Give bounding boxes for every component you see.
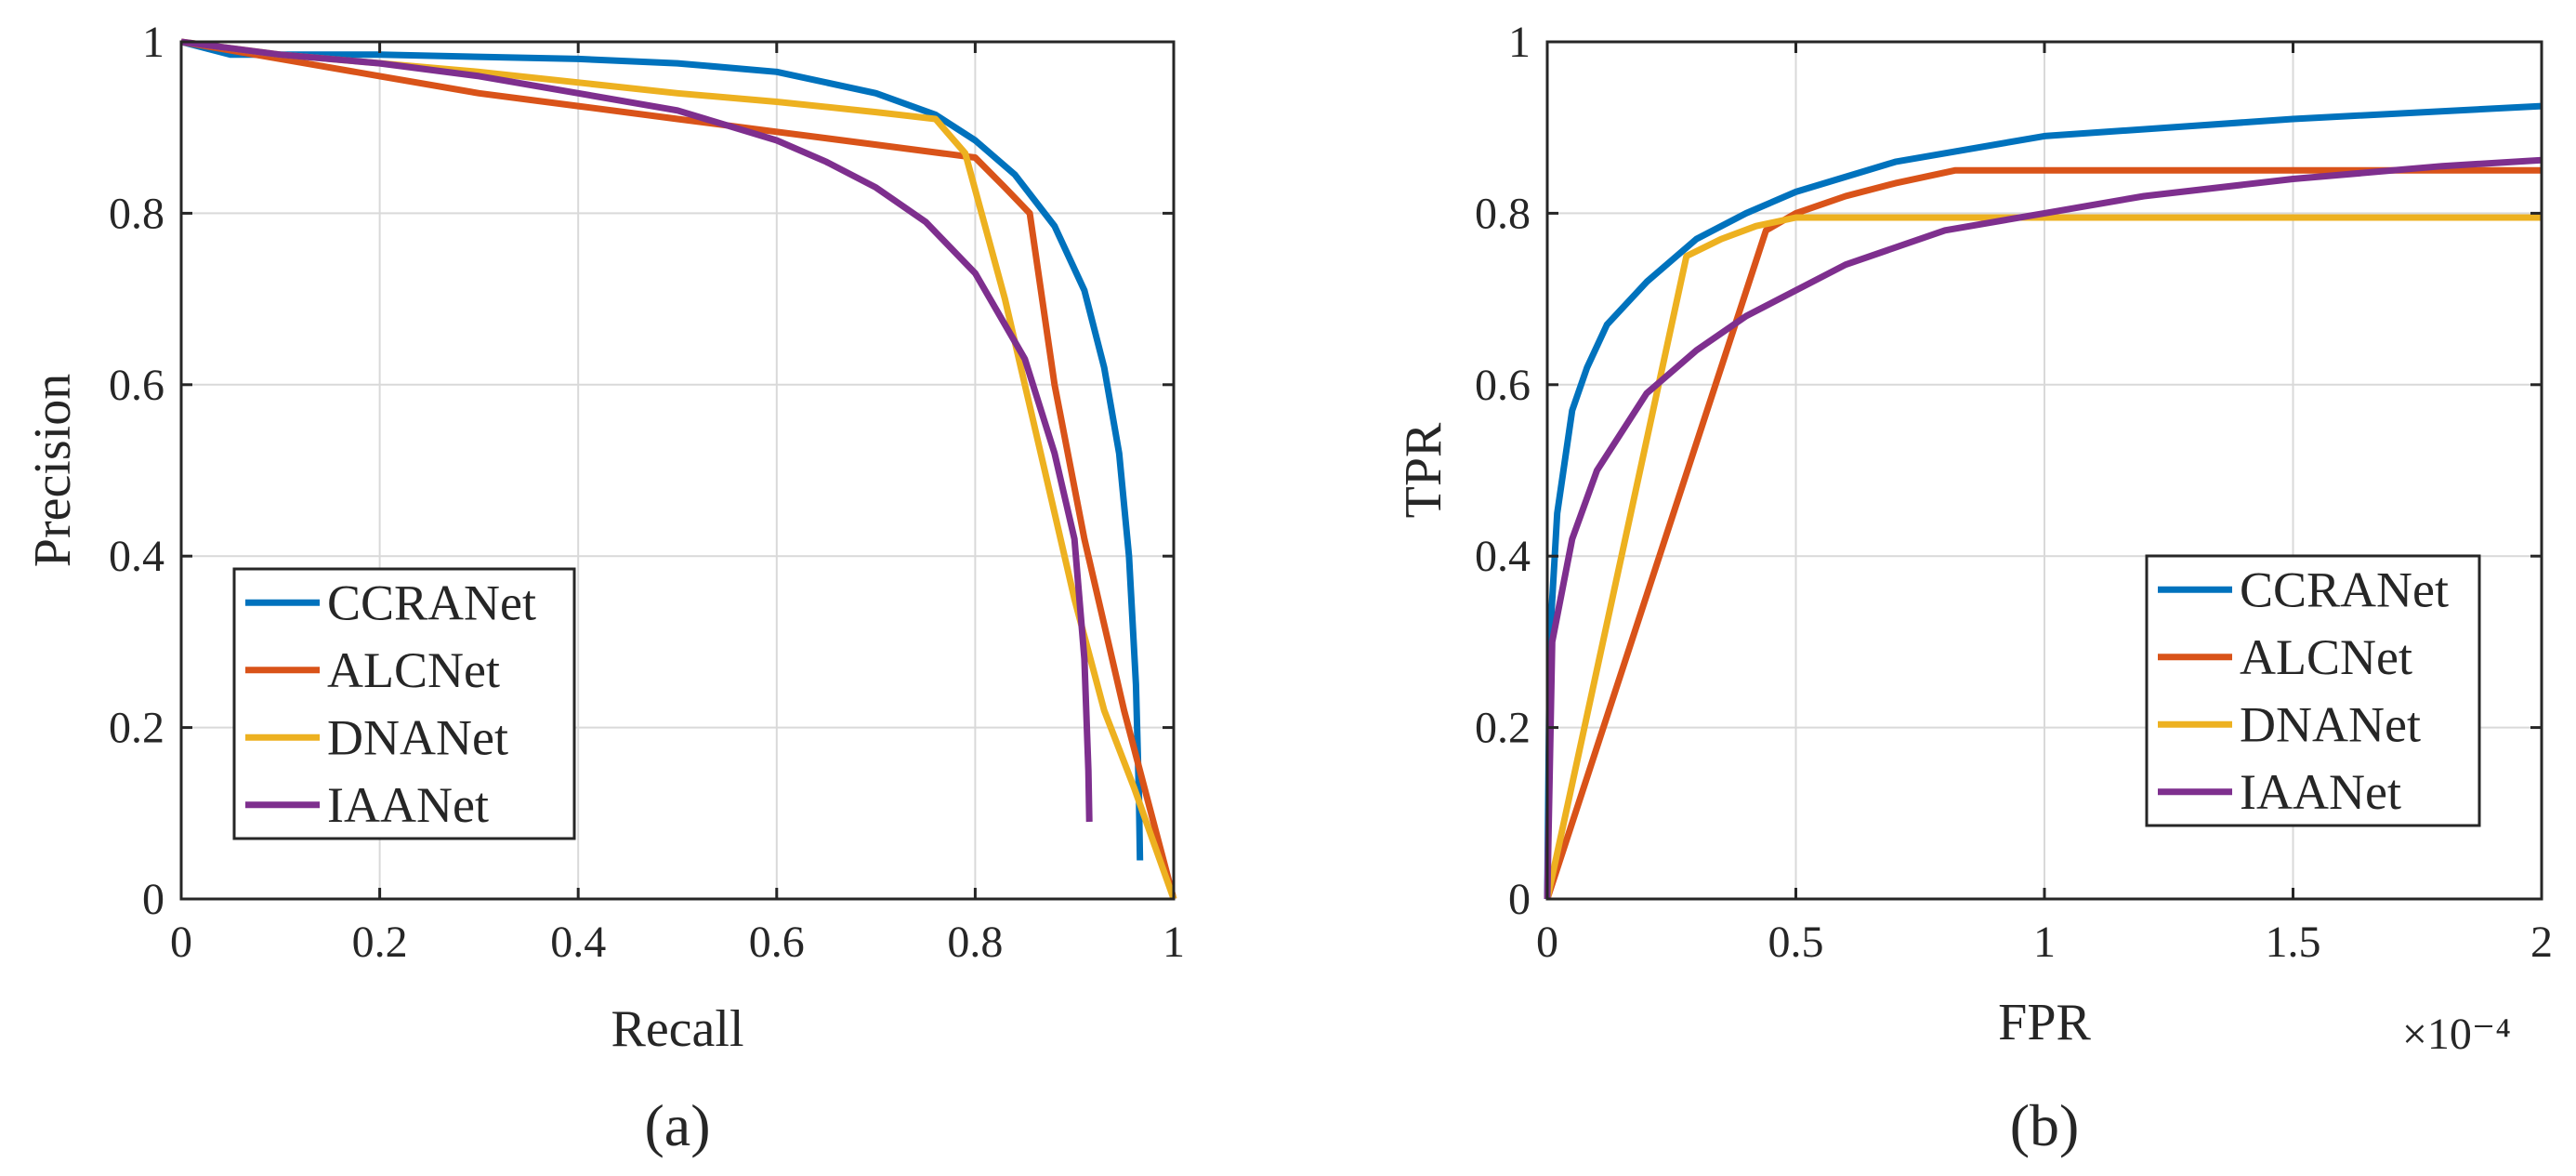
legend-label-dnanet: DNANet <box>327 709 508 765</box>
panel-label: (b) <box>2010 1092 2080 1158</box>
y-tick-label: 0 <box>142 875 164 924</box>
legend-label-iaanet: IAANet <box>2240 764 2401 820</box>
series-line-dnanet <box>1544 214 2542 900</box>
series-line-ccranet <box>1544 102 2543 900</box>
legend: CCRANet ALCNet DNANet IAANet <box>2145 554 2481 827</box>
y-tick-label: 0.2 <box>109 704 164 753</box>
y-tick-label: 0.4 <box>1475 532 1531 581</box>
x-tick-label: 1.5 <box>2266 918 2321 967</box>
legend-label-dnanet: DNANet <box>2240 696 2421 752</box>
x-tick-label: 2 <box>2530 918 2553 967</box>
series-line-alcnet <box>180 38 1177 900</box>
panel-b-plot: 0 0.5 1 1.5 2 0 0.2 0.4 0.6 0.8 1 FPR TPR ×10⁻⁴ (b) CCR… <box>1395 18 2553 1158</box>
x-tick-label: 0.8 <box>947 918 1003 967</box>
x-axis-label: FPR <box>1998 994 2091 1051</box>
legend: CCRANet ALCNet DNANet IAANet <box>232 567 576 840</box>
legend-box <box>2145 554 2481 827</box>
x-tick-label: 1 <box>1163 918 1185 967</box>
y-tick-label: 0.2 <box>1475 704 1531 753</box>
y-tick-label: 1 <box>1508 18 1531 67</box>
x-tick-label: 0 <box>1536 918 1558 967</box>
panel-a-plot: 0 0.2 0.4 0.6 0.8 1 0 0.2 0.4 0.6 0.8 1 Recall Precis… <box>24 18 1185 1158</box>
y-tick-label: 0 <box>1508 875 1531 924</box>
x-tick-label: 0 <box>170 918 192 967</box>
legend-box <box>232 567 576 840</box>
legend-label-ccranet: CCRANet <box>327 575 536 630</box>
axes-frame <box>179 40 1176 901</box>
y-tick-label: 0.8 <box>1475 189 1531 238</box>
panel-label: (a) <box>644 1092 710 1158</box>
series-line-iaanet <box>1544 156 2543 900</box>
y-tick-label: 0.8 <box>109 189 164 238</box>
series-line-ccranet <box>180 38 1144 861</box>
series-line-dnanet <box>180 38 1177 901</box>
x-axis-label: Recall <box>611 1000 743 1058</box>
x-tick-label: 0.4 <box>550 918 606 967</box>
x-tick-label: 1 <box>2033 918 2056 967</box>
x-tick-label: 0.2 <box>352 918 408 967</box>
legend-label-alcnet: ALCNet <box>2240 629 2412 685</box>
x-tick-label: 0.5 <box>1768 918 1824 967</box>
y-tick-label: 1 <box>142 18 164 67</box>
y-axis-label: Precision <box>24 374 82 567</box>
legend-label-iaanet: IAANet <box>327 777 489 833</box>
x-exponent-label: ×10⁻⁴ <box>2402 1010 2511 1059</box>
y-axis-label: TPR <box>1395 422 1452 518</box>
y-tick-label: 0.6 <box>109 361 164 410</box>
series-line-iaanet <box>180 38 1093 823</box>
legend-label-alcnet: ALCNet <box>327 642 500 698</box>
y-tick-label: 0.6 <box>1475 361 1531 410</box>
x-tick-label: 0.6 <box>749 918 805 967</box>
y-tick-label: 0.4 <box>109 532 164 581</box>
legend-label-ccranet: CCRANet <box>2240 562 2449 617</box>
